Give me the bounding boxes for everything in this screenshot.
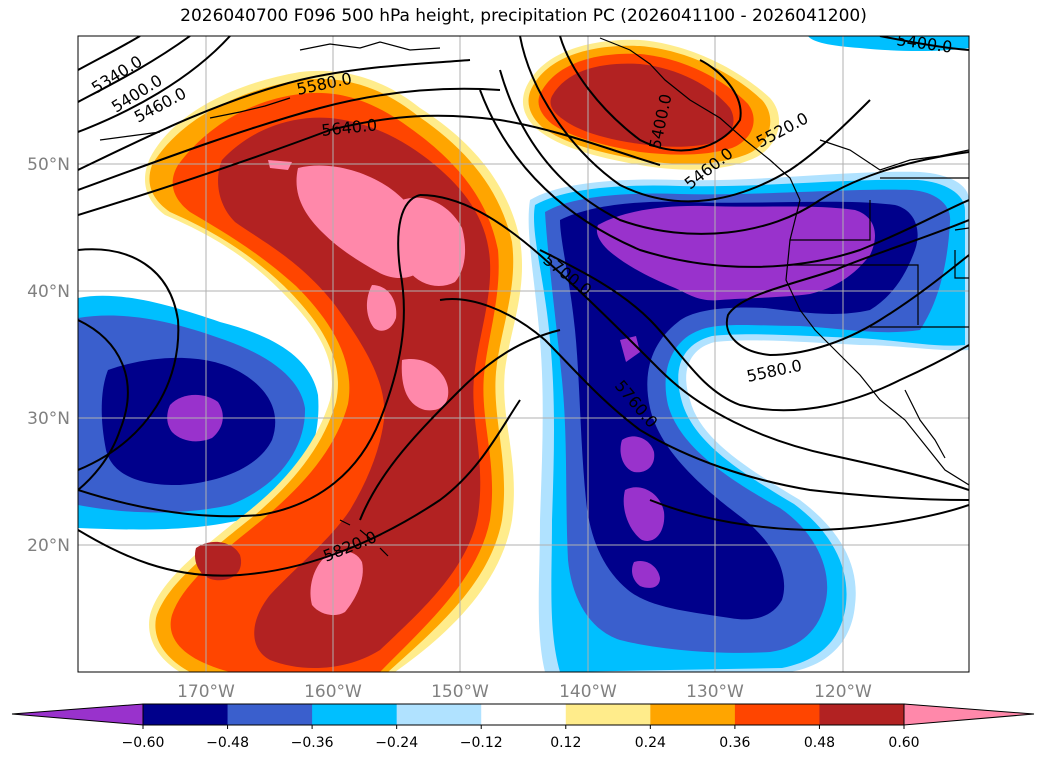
lon-label-120w: 120°W — [814, 682, 872, 702]
contour-5700-east — [539, 249, 969, 412]
contour-5760-c — [78, 194, 421, 518]
colorbar-tick-label: 0.48 — [804, 735, 835, 751]
colorbar-tick-label: 0.12 — [550, 735, 581, 751]
contour-5580-east — [725, 219, 969, 357]
precip-anomaly-northeast-negative — [808, 36, 969, 51]
colorbar-segment — [481, 704, 567, 725]
lon-label-170w: 170°W — [177, 682, 235, 702]
contour-5580-west — [78, 87, 501, 191]
latitude-labels: 50°N 40°N 30°N 20°N — [27, 155, 70, 556]
contour-5460-west — [78, 36, 231, 133]
contour-5820-se — [649, 499, 969, 532]
contour-ring-2 — [439, 298, 969, 501]
contour-5820-w — [78, 399, 521, 577]
lat-label-50n: 50°N — [27, 155, 70, 175]
colorbar-tick-label: 0.24 — [635, 735, 666, 751]
colorbar-tick-label: 0.36 — [719, 735, 750, 751]
coastlines — [99, 37, 969, 557]
colorbar-segment — [650, 704, 736, 725]
precip-anomaly-east-negative — [528, 171, 969, 672]
colorbar-segments — [142, 703, 905, 726]
lon-label-150w: 150°W — [431, 682, 489, 702]
colorbar-segment — [143, 704, 229, 725]
contour-5520-west — [78, 59, 471, 171]
colorbar-tick-label: 0.60 — [888, 735, 919, 751]
lat-label-20n: 20°N — [27, 536, 70, 556]
contour-5820-c — [359, 329, 561, 521]
longitude-labels: 170°W 160°W 150°W 140°W 130°W 120°W — [177, 682, 872, 702]
colorbar-segment — [312, 704, 398, 725]
contour-5400-west — [78, 36, 191, 103]
lat-label-40n: 40°N — [27, 282, 70, 302]
precip-anomaly-west-negative — [78, 295, 319, 530]
contour-5580-north — [479, 89, 969, 268]
contour-ring-1 — [419, 194, 969, 491]
map-plot-area: 5340.0 5400.0 5460.0 5580.0 5640.0 5400.… — [78, 36, 969, 672]
graticule — [78, 36, 969, 672]
colorbar-tick-label: −0.48 — [206, 735, 249, 751]
lat-label-30n: 30°N — [27, 409, 70, 429]
contour-5760-w — [78, 319, 129, 491]
lon-label-140w: 140°W — [559, 682, 617, 702]
lon-label-130w: 130°W — [686, 682, 744, 702]
height-contours — [78, 36, 969, 577]
contour-5460-ne — [879, 36, 969, 51]
contour-5460-north — [519, 36, 871, 203]
contour-5520-north — [499, 69, 969, 235]
contour-5640 — [78, 114, 661, 216]
colorbar-tick-label: −0.12 — [460, 735, 503, 751]
colorbar-extend-left — [11, 703, 144, 726]
colorbar-tick-label: −0.24 — [375, 735, 418, 751]
contour-5400-north — [559, 36, 742, 152]
colorbar-segment — [227, 704, 313, 725]
colorbar-ticks: −0.60 −0.48 −0.36 −0.24 −0.12 0.12 0.24 0.36 0.4… — [122, 725, 920, 751]
colorbar-segment — [396, 704, 482, 725]
colorbar-segment — [734, 704, 820, 725]
precip-anomaly-central-positive — [145, 70, 523, 672]
lon-label-160w: 160°W — [304, 682, 362, 702]
page-title: 2026040700 F096 500 hPa height, precipit… — [180, 6, 867, 26]
contour-5700-w — [78, 248, 180, 471]
colorbar-tick-label: −0.60 — [122, 735, 165, 751]
contour-5340 — [78, 36, 141, 71]
colorbar: −0.60 −0.48 −0.36 −0.24 −0.12 0.12 0.24 0.36 0.4… — [11, 703, 1035, 751]
colorbar-segment — [565, 704, 651, 725]
colorbar-segment — [819, 704, 905, 725]
map-frame — [77, 35, 970, 673]
colorbar-tick-label: −0.36 — [291, 735, 334, 751]
colorbar-extend-right — [903, 703, 1035, 726]
